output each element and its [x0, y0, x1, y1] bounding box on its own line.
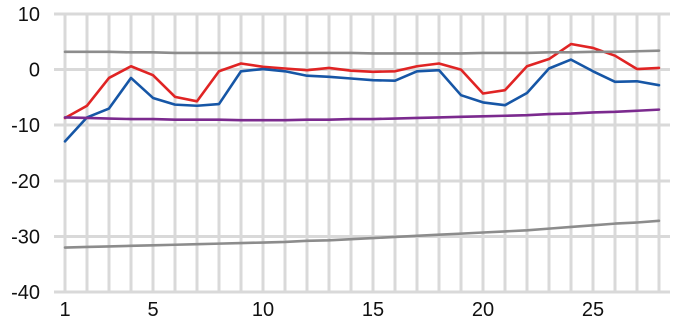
series-line-5 [63, 219, 661, 249]
y-tick-label: 0 [29, 60, 40, 82]
x-tick-label: 1 [59, 299, 70, 320]
x-tick-label: 15 [362, 299, 384, 320]
y-tick-label: -20 [11, 171, 40, 193]
y-tick-label: 10 [18, 4, 40, 26]
x-tick-label: 5 [147, 299, 158, 320]
x-tick-label: 25 [582, 299, 604, 320]
x-axis-ticks: 1 5 10 15 20 25 [59, 299, 604, 320]
y-tick-label: -10 [11, 115, 40, 137]
grid-layer [54, 12, 670, 294]
series-line-4 [63, 49, 661, 55]
x-tick-label: 20 [472, 299, 494, 320]
x-tick-label: 10 [252, 299, 274, 320]
series-layer [63, 42, 661, 249]
y-tick-label: -40 [11, 282, 40, 304]
series-line-2 [63, 58, 661, 143]
y-axis-ticks: 10 0 -10 -20 -30 -40 [11, 4, 40, 304]
y-tick-label: -30 [11, 226, 40, 248]
series-line-3 [63, 108, 661, 122]
